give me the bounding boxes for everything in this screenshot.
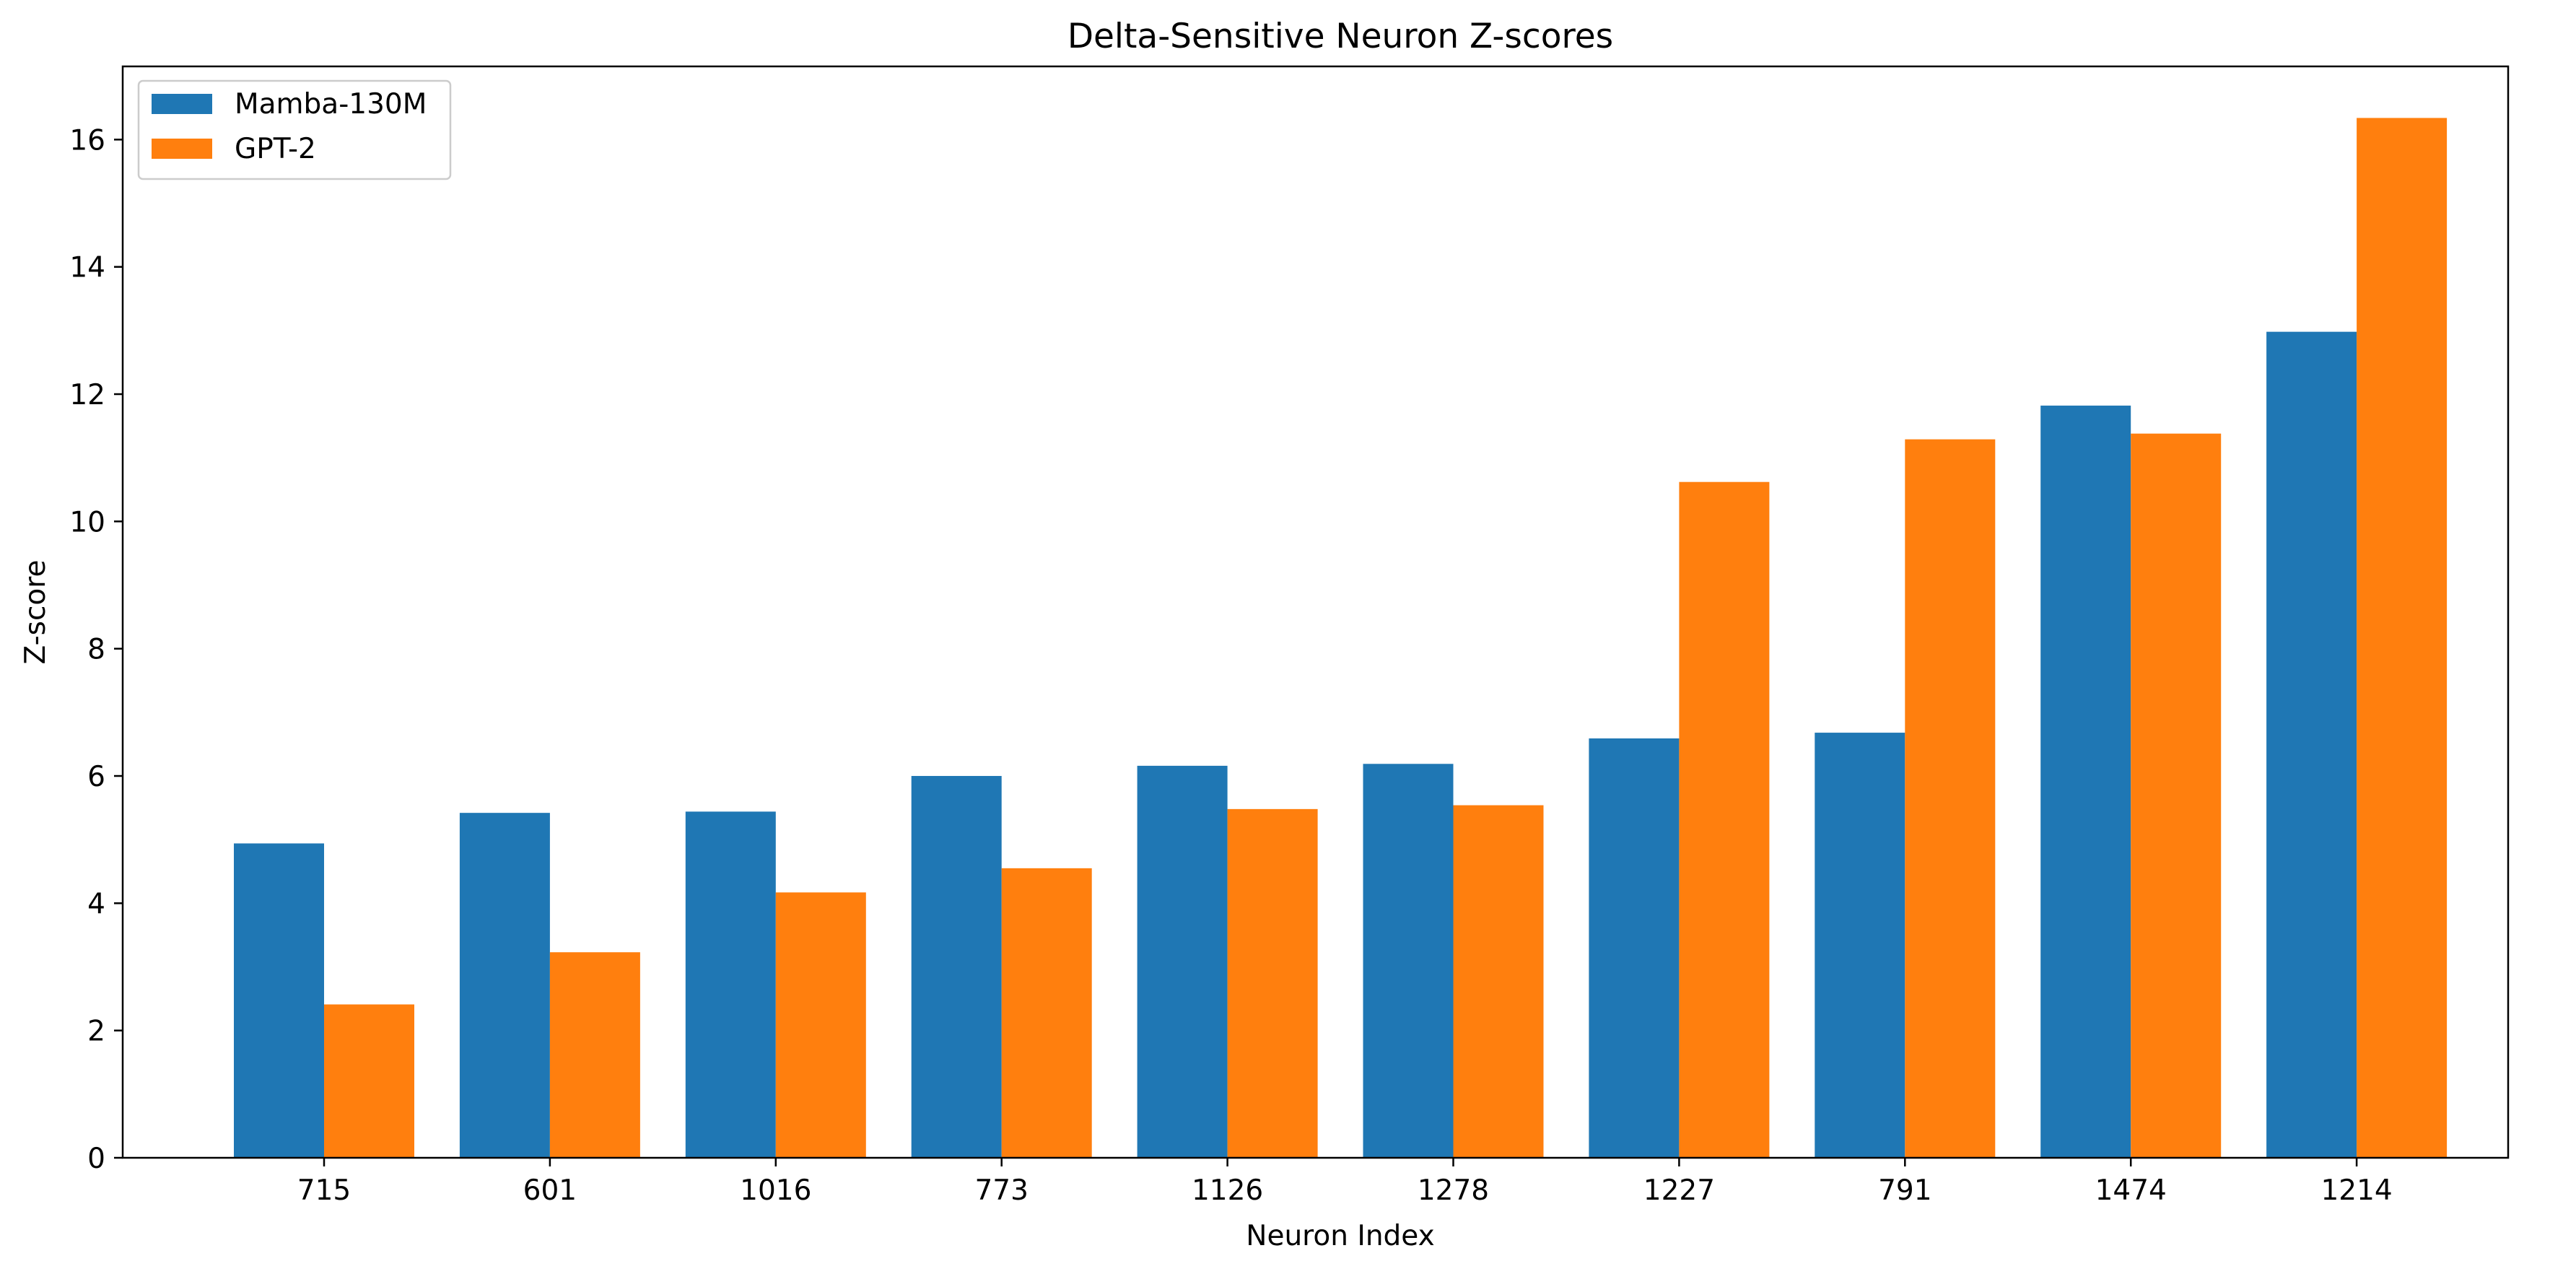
bar-gpt-2-1214 <box>2357 118 2448 1159</box>
y-axis-label: Z-score <box>19 560 52 665</box>
x-tick-label: 1278 <box>1418 1174 1489 1207</box>
x-axis-ticks: 715 601 1016 773 1126 1278 1227 791 1474 1214 <box>297 1158 2393 1207</box>
x-tick-label: 791 <box>1878 1174 1931 1207</box>
plot-frame <box>121 65 2510 1159</box>
chart-title: Delta-Sensitive Neuron Z-scores <box>1067 17 1613 56</box>
legend-swatch <box>152 139 212 159</box>
x-tick-label: 773 <box>974 1174 1028 1207</box>
bar-mamba-130m-1278 <box>1363 764 1454 1158</box>
y-tick-label: 0 <box>87 1143 105 1175</box>
legend: Mamba-130M GPT-2 <box>137 79 452 180</box>
y-tick-label: 8 <box>87 634 105 666</box>
y-tick-label: 4 <box>87 888 105 920</box>
x-tick-label: 715 <box>297 1174 351 1207</box>
bar-mamba-130m-791 <box>1815 733 1905 1158</box>
bar-mamba-130m-1214 <box>2266 331 2357 1158</box>
x-tick-label: 1227 <box>1643 1174 1715 1207</box>
bar-mamba-130m-1474 <box>2040 405 2131 1159</box>
x-tick-label: 601 <box>523 1174 577 1207</box>
bar-mamba-130m-715 <box>234 843 324 1158</box>
bars-group <box>234 118 2448 1159</box>
bar-mamba-130m-773 <box>911 776 1002 1158</box>
bar-mamba-130m-601 <box>459 813 550 1158</box>
legend-box <box>137 79 452 180</box>
legend-label: GPT-2 <box>235 133 316 165</box>
bar-gpt-2-1126 <box>1227 808 1318 1158</box>
x-tick-label: 1474 <box>2095 1174 2167 1207</box>
bar-mamba-130m-1016 <box>685 811 776 1158</box>
bar-gpt-2-601 <box>549 952 640 1158</box>
x-tick-label: 1126 <box>1192 1174 1263 1207</box>
y-tick-label: 12 <box>69 379 105 411</box>
bar-gpt-2-773 <box>1001 868 1092 1158</box>
bar-gpt-2-1278 <box>1453 805 1544 1158</box>
y-tick-label: 16 <box>69 124 105 157</box>
y-axis-ticks: 0 2 4 6 8 10 12 14 16 <box>69 124 123 1175</box>
legend-label: Mamba-130M <box>235 88 427 121</box>
x-axis-label: Neuron Index <box>1246 1220 1434 1252</box>
y-tick-label: 2 <box>87 1016 105 1048</box>
bar-mamba-130m-1126 <box>1137 765 1228 1158</box>
y-tick-label: 10 <box>69 506 105 538</box>
x-tick-label: 1016 <box>740 1174 811 1207</box>
y-tick-label: 14 <box>69 252 105 284</box>
bar-mamba-130m-1227 <box>1589 738 1680 1158</box>
bar-gpt-2-791 <box>1905 439 1996 1158</box>
bar-gpt-2-1227 <box>1679 481 1770 1158</box>
bar-gpt-2-1016 <box>775 892 866 1158</box>
legend-swatch <box>152 94 212 114</box>
y-tick-label: 6 <box>87 761 105 793</box>
x-tick-label: 1214 <box>2320 1174 2392 1207</box>
bar-gpt-2-715 <box>324 1004 414 1158</box>
bar-gpt-2-1474 <box>2131 433 2222 1158</box>
